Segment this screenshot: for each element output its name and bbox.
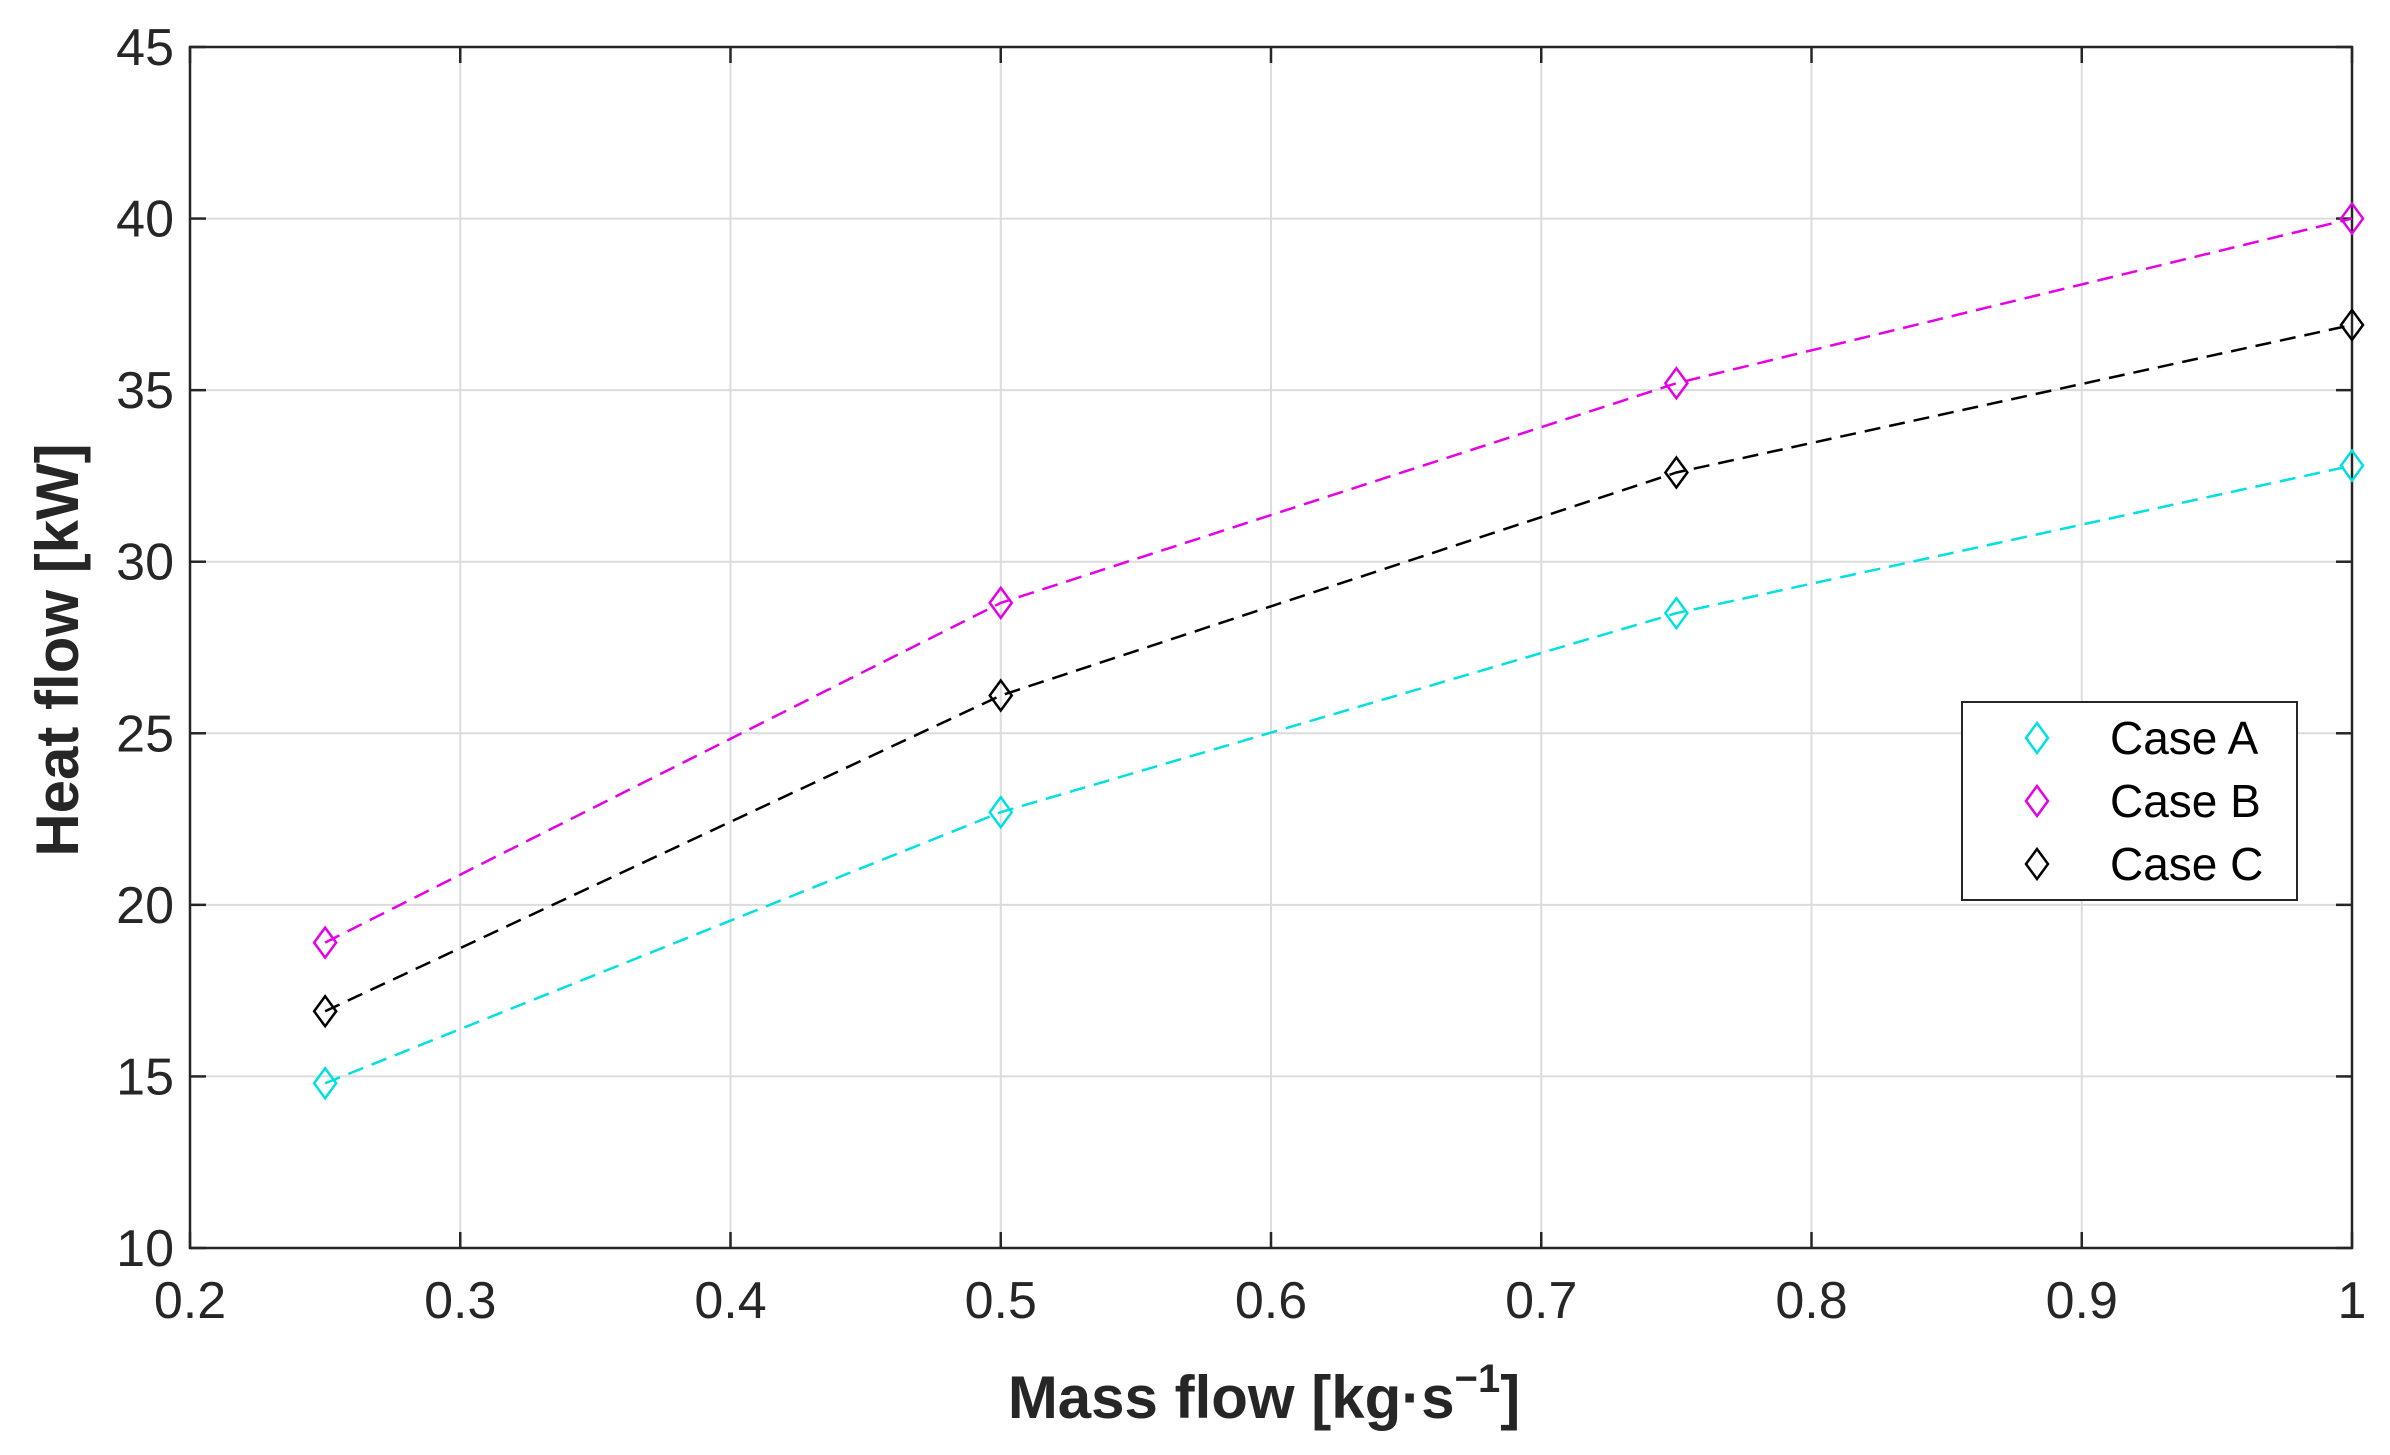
data-point-case-c	[2339, 307, 2365, 343]
legend-box	[1961, 701, 2298, 901]
x-tick-label: 0.6	[1235, 1272, 1307, 1330]
data-point-case-c	[1663, 455, 1689, 490]
data-point-case-b	[312, 925, 338, 960]
legend-item-case-c: Case C	[2024, 838, 2263, 890]
x-tick-label: 0.9	[2046, 1272, 2118, 1330]
data-point-case-c	[988, 678, 1014, 713]
series-line-case-c	[324, 323, 2353, 1013]
series-line-case-a	[324, 464, 2353, 1085]
legend-item-case-a: Case A	[2024, 712, 2259, 764]
x-tick-label: 0.2	[154, 1272, 226, 1330]
legend-marker-case-a	[2024, 720, 2050, 756]
x-axis-title-suffix: ]	[1500, 1364, 1520, 1431]
x-tick-label: 1	[2338, 1272, 2367, 1330]
y-tick-label: 35	[116, 362, 174, 420]
x-axis-title-text: Mass flow [kg·s	[1008, 1364, 1455, 1431]
series-case-c	[312, 307, 2365, 1029]
data-point-case-b	[2339, 201, 2365, 236]
y-axis-title: Heat flow [kW]	[24, 443, 91, 856]
legend-label-case-a: Case A	[2110, 712, 2259, 764]
axis-ticks: 0.2 0.3 0.4 0.5 0.6 0.7 0.8 0.9 1 10 15 20 25 30 35 40 4…	[116, 19, 2366, 1330]
legend-label-case-c: Case C	[2110, 838, 2263, 890]
y-tick-label: 45	[116, 19, 174, 77]
series-line-case-b	[324, 217, 2353, 944]
x-axis-title-superscript: −1	[1455, 1357, 1501, 1401]
series-group	[312, 201, 2365, 1101]
x-axis-title: Mass flow [kg·s−1]	[1008, 1357, 1520, 1431]
series-case-b	[312, 201, 2365, 960]
legend-item-case-b: Case B	[2024, 775, 2261, 827]
y-tick-label: 10	[116, 1220, 174, 1278]
legend-marker-case-b	[2024, 783, 2050, 819]
y-tick-label: 30	[116, 534, 174, 592]
data-point-case-a	[988, 795, 1014, 830]
x-tick-label: 0.8	[1775, 1272, 1847, 1330]
data-point-case-a	[312, 1066, 338, 1101]
legend-marker-case-c	[2024, 846, 2050, 882]
data-point-case-a	[2339, 448, 2365, 483]
data-point-case-c	[312, 994, 338, 1029]
data-point-case-a	[1663, 596, 1689, 631]
legend: Case A Case B Case C	[1961, 701, 2298, 901]
data-point-case-b	[1663, 366, 1689, 401]
x-tick-label: 0.5	[965, 1272, 1037, 1330]
legend-label-case-b: Case B	[2110, 775, 2261, 827]
x-tick-label: 0.3	[424, 1272, 496, 1330]
y-tick-label: 40	[116, 191, 174, 249]
series-case-a	[312, 448, 2365, 1101]
data-point-case-b	[988, 585, 1014, 621]
x-tick-label: 0.7	[1505, 1272, 1577, 1330]
x-tick-label: 0.4	[694, 1272, 766, 1330]
y-tick-label: 15	[116, 1048, 174, 1106]
y-tick-label: 25	[116, 705, 174, 763]
legend-items: Case A Case B Case C	[2024, 712, 2263, 890]
y-tick-label: 20	[116, 877, 174, 935]
